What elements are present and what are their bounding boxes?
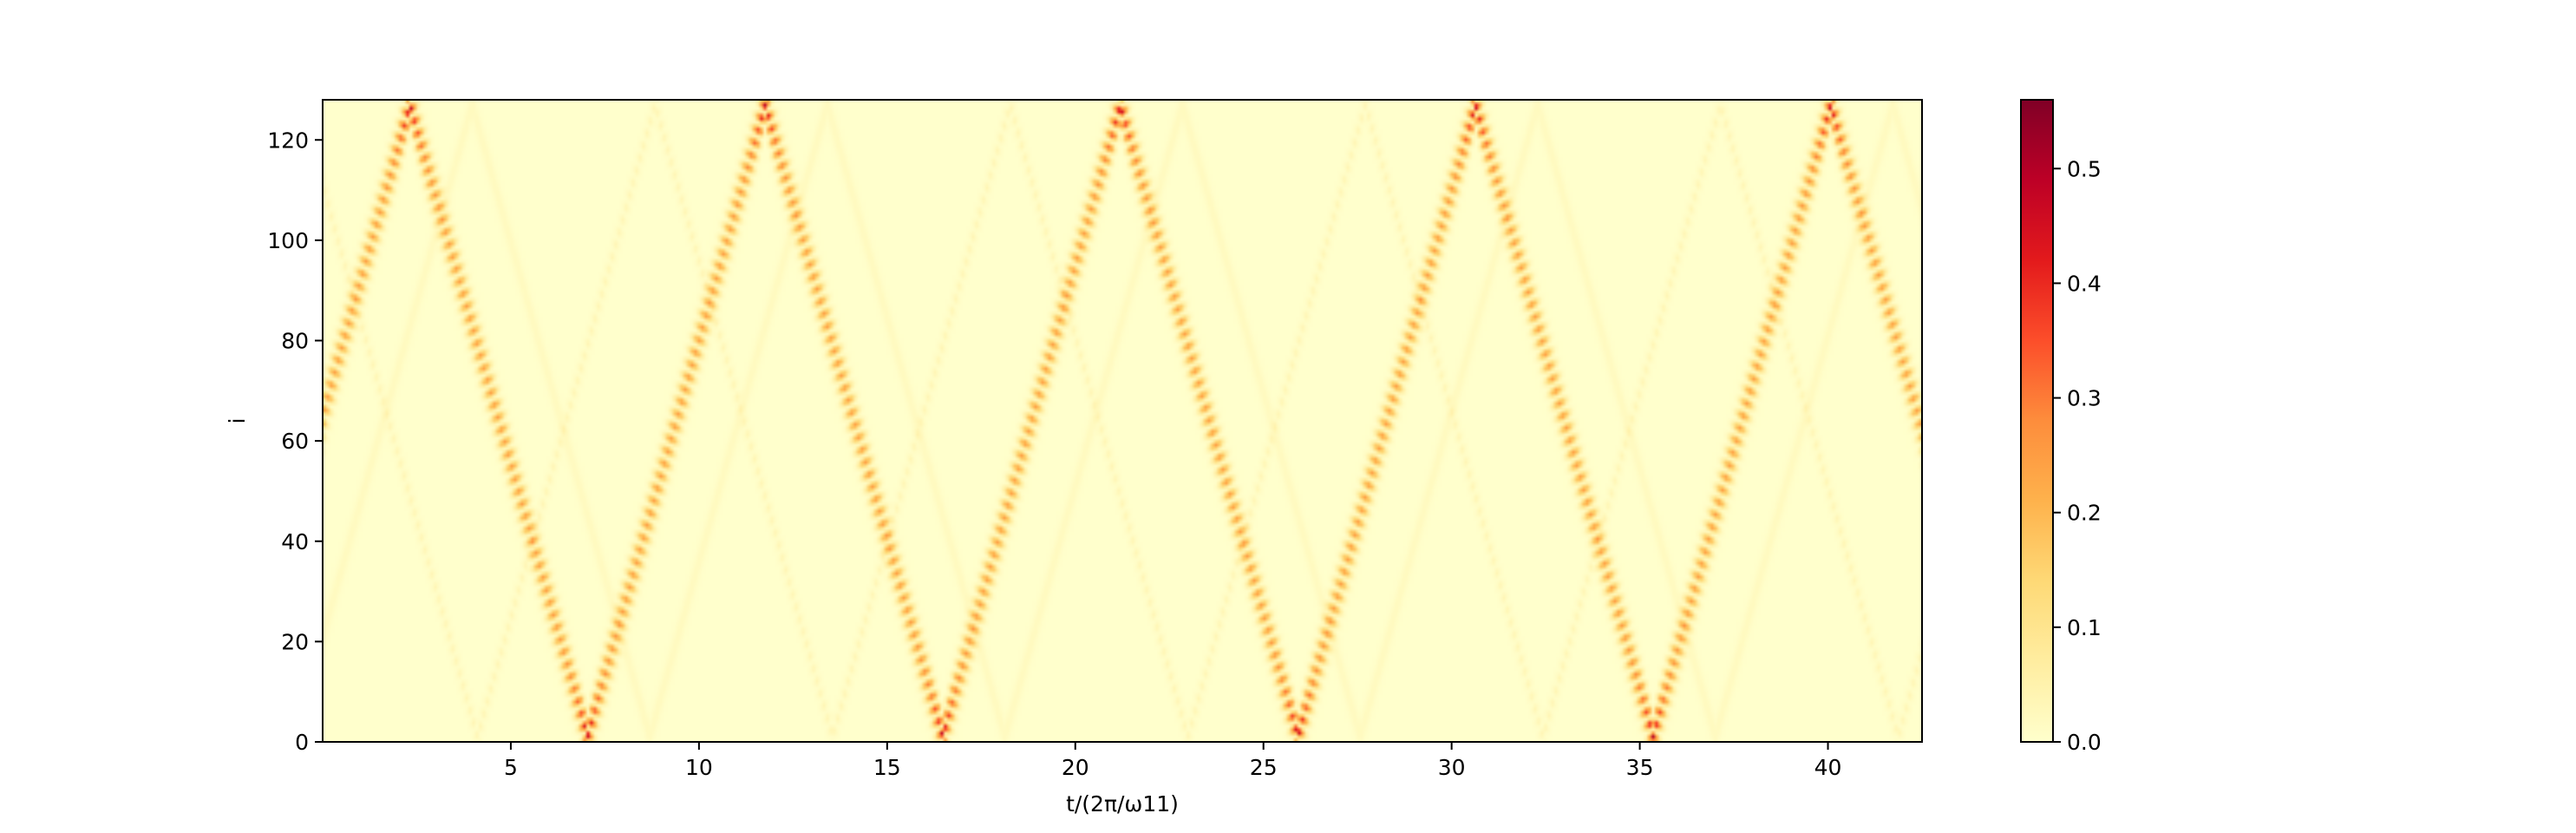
colorbar-gradient — [2021, 100, 2053, 742]
heatmap-image — [323, 100, 1922, 742]
colorbar-tick-label: 0.0 — [2067, 730, 2102, 755]
y-tick-label: 120 — [267, 128, 309, 153]
x-tick-label: 20 — [1062, 755, 1089, 780]
y-tick-label: 40 — [281, 529, 309, 554]
y-axis-label: i — [225, 418, 250, 424]
x-tick-label: 5 — [504, 755, 518, 780]
plot-frame — [322, 99, 1923, 743]
x-tick-label: 40 — [1814, 755, 1842, 780]
x-axis-label: t/(2π/ω11) — [1066, 791, 1179, 817]
x-tick-label: 25 — [1250, 755, 1278, 780]
x-tick-label: 15 — [873, 755, 901, 780]
colorbar-ticks: 0.0 0.1 0.2 0.3 0.4 0.5 — [2053, 156, 2102, 755]
x-axis-ticks: 5 10 15 20 25 30 35 40 — [504, 742, 1841, 780]
y-tick-label: 100 — [267, 228, 309, 253]
x-tick-label: 30 — [1438, 755, 1466, 780]
plot-area — [322, 99, 1923, 743]
x-tick-label: 35 — [1626, 755, 1654, 780]
y-tick-label: 60 — [281, 429, 309, 454]
colorbar-frame — [2020, 99, 2054, 743]
colorbar-tick-label: 0.5 — [2067, 156, 2102, 181]
colorbar-tick-label: 0.3 — [2067, 386, 2102, 411]
x-tick-label: 10 — [685, 755, 713, 780]
colorbar-tick-label: 0.2 — [2067, 501, 2102, 526]
y-tick-label: 20 — [281, 629, 309, 654]
colorbar: 0.0 0.1 0.2 0.3 0.4 0.5 — [2020, 99, 2102, 755]
colorbar-tick-label: 0.4 — [2067, 271, 2102, 296]
y-tick-label: 0 — [295, 730, 309, 755]
y-tick-label: 80 — [281, 329, 309, 354]
colorbar-tick-label: 0.1 — [2067, 615, 2102, 640]
y-axis-ticks: 0 20 40 60 80 100 120 — [267, 128, 323, 755]
